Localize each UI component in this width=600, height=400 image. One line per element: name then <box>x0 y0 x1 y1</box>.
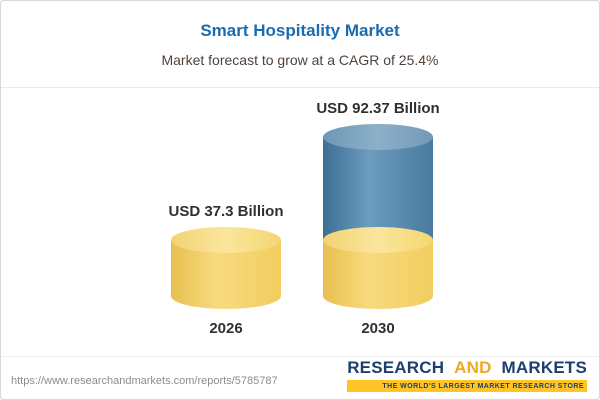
year-label-2030: 2030 <box>361 320 395 337</box>
value-label-2026: USD 37.3 Billion <box>168 203 284 220</box>
bar-group-2026: USD 37.3 Billion 2026 <box>168 203 283 337</box>
cylinder-2030-base <box>323 227 433 309</box>
cylinder-2026-body <box>171 227 281 309</box>
logo-word-research: RESEARCH <box>347 358 445 377</box>
cylinder-2030-growth <box>323 124 433 240</box>
logo-tagline: THE WORLD'S LARGEST MARKET RESEARCH STOR… <box>347 380 587 392</box>
bar-chart: USD 37.3 Billion 2026 USD 92.37 Billion … <box>1 88 599 357</box>
cylinder-2030-base-cap <box>323 227 433 253</box>
logo-word-and: AND <box>454 358 492 377</box>
cylinder-2030-growth-cap <box>323 124 433 150</box>
chart-subtitle: Market forecast to grow at a CAGR of 25.… <box>161 52 439 68</box>
header: Smart Hospitality Market Market forecast… <box>1 1 599 87</box>
value-label-2030: USD 92.37 Billion <box>316 100 440 117</box>
logo-word-markets: MARKETS <box>501 358 587 377</box>
year-label-2026: 2026 <box>209 320 243 337</box>
footer-divider <box>1 356 599 357</box>
header-divider <box>1 87 599 88</box>
source-url-link[interactable]: https://www.researchandmarkets.com/repor… <box>11 375 278 387</box>
logo-wordmark: RESEARCH AND MARKETS <box>347 358 587 378</box>
cylinder-2026-cap <box>171 227 281 253</box>
bar-group-2030: USD 92.37 Billion 2030 <box>316 100 439 337</box>
chart-title: Smart Hospitality Market <box>200 21 400 40</box>
research-and-markets-logo[interactable]: RESEARCH AND MARKETS THE WORLD'S LARGEST… <box>347 358 587 392</box>
